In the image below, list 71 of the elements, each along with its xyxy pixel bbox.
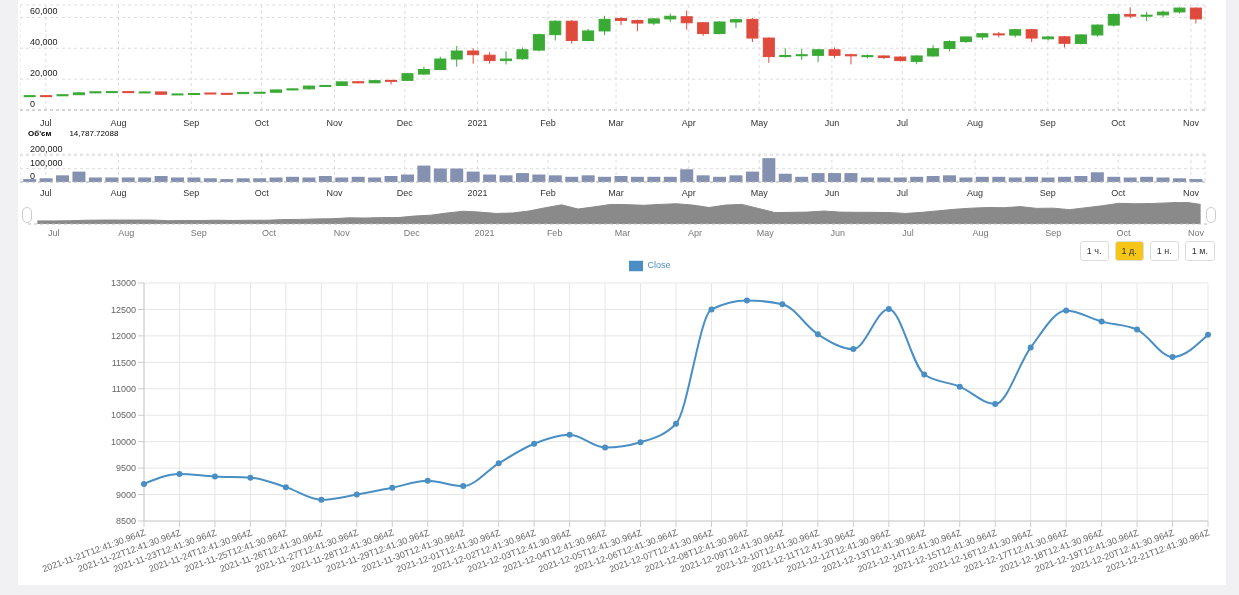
- x-tick-label: Apr: [681, 118, 696, 129]
- x-tick-label: Mar: [608, 188, 624, 199]
- y-tick-label: 100,000: [30, 157, 63, 168]
- x-tick-label: Dec: [396, 188, 414, 199]
- x-tick-label: Apr: [681, 188, 696, 199]
- x-tick-label: Oct: [254, 118, 270, 129]
- x-tick-label: 2021: [474, 228, 495, 239]
- y-tick-label: 12500: [110, 304, 136, 315]
- x-tick-label: Jul: [40, 118, 52, 129]
- x-tick-label: May: [750, 188, 769, 199]
- y-tick-label: 13000: [110, 278, 136, 289]
- x-tick-label: May: [756, 228, 775, 239]
- x-tick-label: Aug: [110, 118, 127, 129]
- x-tick-label: Jun: [824, 188, 840, 199]
- y-tick-label: 60,000: [30, 6, 58, 17]
- y-tick-label: 40,000: [30, 37, 58, 48]
- x-tick-label: Aug: [972, 228, 989, 239]
- x-tick-label: 2021: [467, 188, 488, 199]
- x-tick-label: 2021: [467, 118, 488, 129]
- text: 14,787.72088: [69, 129, 119, 138]
- y-tick-label: 12000: [110, 331, 136, 342]
- x-tick-label: Jun: [830, 228, 846, 239]
- x-tick-label: Feb: [546, 228, 563, 239]
- y-tick-label: 8500: [115, 516, 136, 527]
- x-tick-label: Jul: [896, 188, 909, 199]
- x-tick-label: Jul: [47, 228, 60, 239]
- x-tick-label: Aug: [110, 188, 127, 199]
- x-tick-label: Nov: [1187, 228, 1205, 239]
- x-tick-label: Aug: [967, 188, 984, 199]
- x-tick-label: Oct: [1111, 118, 1126, 129]
- chart-title: Об'єм: [28, 129, 52, 138]
- x-tick-label: Oct: [1116, 228, 1131, 239]
- y-tick-label: 10500: [110, 410, 136, 421]
- x-tick-label: Nov: [326, 118, 343, 129]
- x-tick-label: Mar: [608, 118, 624, 129]
- x-tick-label: Sep: [1039, 118, 1056, 129]
- x-tick-label: Nov: [1182, 188, 1200, 199]
- x-tick-label: Oct: [262, 228, 277, 239]
- x-tick-label: Sep: [183, 188, 200, 199]
- x-tick-label: Mar: [614, 228, 631, 239]
- y-tick-label: 20,000: [30, 68, 58, 79]
- x-tick-label: Dec: [403, 228, 421, 239]
- x-tick-label: Jun: [824, 118, 840, 129]
- y-tick-label: 11500: [111, 357, 136, 368]
- x-tick-label: Sep: [190, 228, 207, 239]
- x-tick-label: Dec: [396, 118, 414, 129]
- x-tick-label: Nov: [333, 228, 351, 239]
- y-tick-label: 10000: [110, 436, 136, 447]
- y-tick-label: 0: [30, 171, 36, 181]
- x-tick-label: Jul: [896, 118, 909, 129]
- x-tick-label: Feb: [540, 118, 556, 129]
- x-tick-label: Nov: [326, 188, 343, 199]
- x-tick-label: Oct: [1111, 188, 1126, 199]
- y-tick-label: 9500: [115, 463, 136, 474]
- x-tick-label: Aug: [118, 228, 135, 239]
- x-tick-label: Feb: [540, 188, 556, 199]
- x-tick-label: Jul: [40, 188, 52, 199]
- x-tick-label: Nov: [1182, 118, 1200, 129]
- y-tick-label: 0: [30, 99, 36, 109]
- y-tick-label: 9000: [115, 489, 136, 500]
- legend-label: Close: [647, 260, 671, 271]
- x-tick-label: May: [750, 118, 769, 129]
- x-tick-label: Jul: [902, 228, 914, 239]
- x-tick-label: Sep: [183, 118, 200, 129]
- y-tick-label: 11000: [111, 383, 136, 394]
- x-tick-label: Oct: [254, 188, 270, 199]
- x-tick-label: Apr: [688, 228, 703, 239]
- y-tick-label: 200,000: [30, 144, 63, 155]
- x-tick-label: Aug: [967, 118, 984, 129]
- x-tick-label: Sep: [1039, 188, 1056, 199]
- x-tick-label: Sep: [1045, 228, 1062, 239]
